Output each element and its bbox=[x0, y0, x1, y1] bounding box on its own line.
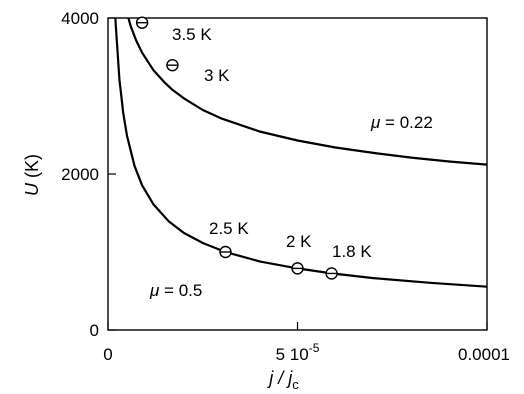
series-line-mu-0-22 bbox=[127, 18, 487, 166]
y-tick-label: 2000 bbox=[61, 165, 99, 184]
x-tick-label: 0.0001 bbox=[458, 345, 510, 364]
annotation-mu-0-5: μ = 0.5 bbox=[149, 281, 202, 300]
annotation-mu-0-22: μ = 0.22 bbox=[370, 113, 433, 132]
y-axis-label-unit: (K) bbox=[22, 154, 42, 183]
x-tick-label-text: 0.0001 bbox=[458, 345, 510, 364]
point-label-3-5k: 3.5 K bbox=[172, 25, 212, 44]
x-axis-label: j / jc bbox=[266, 368, 299, 392]
x-axis-label-main: j / j bbox=[266, 368, 293, 388]
x-axis-label-sub: c bbox=[292, 377, 299, 392]
point-label-2-5k: 2.5 K bbox=[209, 219, 249, 238]
y-tick-label: 4000 bbox=[61, 9, 99, 28]
y-axis-label-symbol: U bbox=[22, 182, 42, 196]
annotation-mu-symbol: μ bbox=[149, 281, 160, 300]
x-tick-label: 5 10-5 bbox=[276, 341, 320, 364]
point-label-2k: 2 K bbox=[286, 232, 312, 251]
y-axis-label: U (K) bbox=[22, 154, 42, 196]
annotation-mu-value: = 0.22 bbox=[380, 113, 432, 132]
x-tick-label-text: 5 10 bbox=[276, 345, 309, 364]
x-tick-label: 0 bbox=[103, 345, 112, 364]
markers-layer bbox=[135, 16, 338, 280]
x-tick-label-text: 0 bbox=[103, 345, 112, 364]
ticks-layer: 0 5 10-5 0.0001 0 2000 4000 bbox=[61, 9, 510, 364]
y-tick-label: 0 bbox=[90, 321, 99, 340]
annotation-mu-symbol: μ bbox=[370, 113, 381, 132]
annotation-mu-value: = 0.5 bbox=[159, 281, 202, 300]
point-label-1-8k: 1.8 K bbox=[332, 242, 372, 261]
point-label-3k: 3 K bbox=[204, 66, 230, 85]
x-tick-label-exponent: -5 bbox=[309, 341, 320, 355]
